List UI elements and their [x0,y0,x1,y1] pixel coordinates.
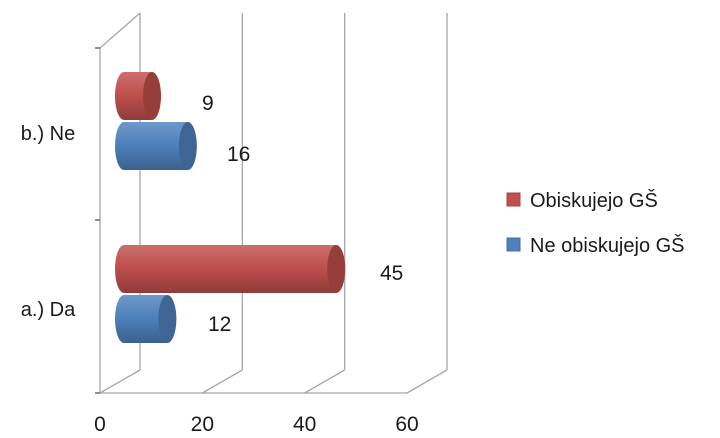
x-tick-label: 0 [94,413,106,436]
category-label: a.) Da [21,299,76,321]
floor-gridline [304,369,345,394]
x-tick-label: 60 [395,413,418,436]
legend-swatch [506,237,521,252]
legend-label: Ne obiskujejo GŠ [530,234,685,257]
x-axis-ticks: 0 20 40 60 [94,413,419,436]
data-label: 16 [227,143,250,166]
data-label: 12 [208,313,231,336]
legend: Obiskujejo GŠ Ne obiskujejo GŠ [506,189,685,257]
bar-cap [143,72,162,120]
bar-body [115,295,168,343]
data-labels: 12 45 16 9 [202,92,403,336]
bars [115,72,346,343]
legend-swatch [506,192,521,207]
data-label: 9 [202,92,214,115]
wall-top-edge [99,12,141,49]
bar-cap [178,122,197,170]
bar-cap [158,295,177,343]
x-tick-label: 20 [191,413,214,436]
bar-body [115,72,153,120]
category-labels: a.) Da b.) Ne [21,123,76,321]
floor-gridline [99,369,141,394]
bar-body [115,245,337,293]
bar [115,122,197,170]
category-label: b.) Ne [21,123,75,145]
floor-gridline [406,369,448,394]
bar [115,245,346,293]
bar [115,72,162,120]
legend-label: Obiskujejo GŠ [530,189,658,212]
x-tick-label: 40 [293,413,316,436]
bar-body [115,122,188,170]
data-label: 45 [380,262,403,285]
floor-gridline [202,369,243,394]
bar [115,295,177,343]
bar-cap [327,245,346,293]
